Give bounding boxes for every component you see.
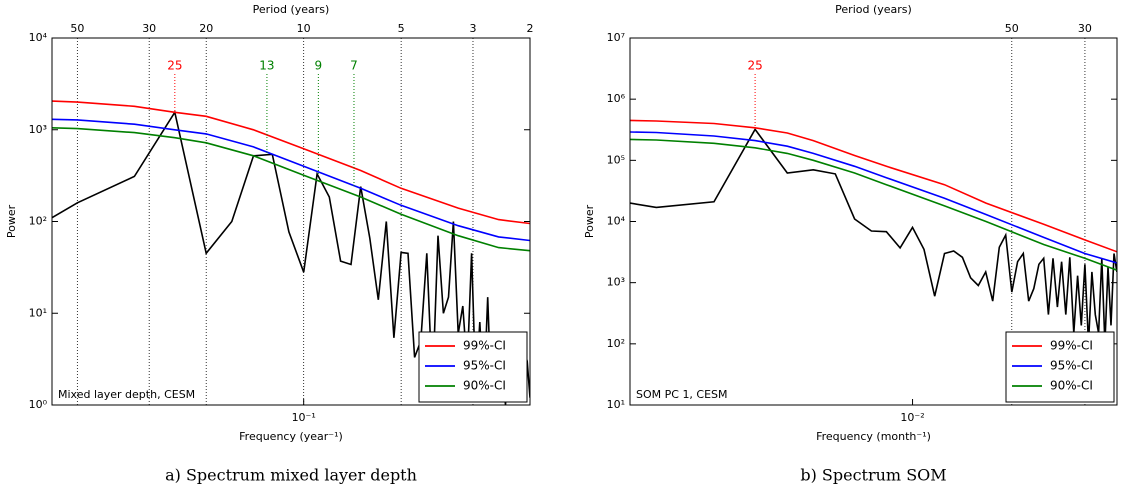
y-tick-label: 10⁰ — [29, 398, 48, 411]
legend-box — [418, 331, 528, 403]
note: Mixed layer depth, CESM — [58, 388, 195, 401]
axes-frame — [629, 37, 1118, 406]
series-line — [52, 100, 530, 225]
plot-area — [630, 119, 1117, 344]
peak-label: 25 — [167, 59, 182, 73]
y-tick-label: 10⁶ — [607, 92, 626, 105]
top-tick-label: 2 — [527, 22, 534, 35]
series-line — [630, 131, 1117, 264]
note: SOM PC 1, CESM — [636, 388, 728, 401]
y-tick-label: 10¹ — [607, 398, 625, 411]
y-axis-label: Power — [5, 204, 18, 238]
legend-label: 90%-CI — [463, 379, 506, 393]
y-axis-label: Power — [583, 204, 596, 238]
y-tick-label: 10⁴ — [607, 215, 626, 228]
top-axis-label: Period (years) — [835, 3, 912, 16]
series-line — [630, 127, 1117, 344]
top-axis-label: Period (years) — [253, 3, 330, 16]
y-tick-label: 10² — [29, 215, 47, 228]
top-tick-label: 5 — [398, 22, 405, 35]
series-line — [52, 118, 530, 242]
chart: 10⁰ 10¹ 10² 10³ 10⁴ 10⁻¹ 50 30 20 10 5 3 2 Period (ye… — [5, 3, 534, 485]
y-tick-label: 10³ — [607, 276, 625, 289]
y-tick-label: 10³ — [29, 123, 47, 136]
y-tick-label: 10¹ — [29, 306, 47, 319]
x-axis-label: Frequency (year⁻¹) — [239, 430, 343, 443]
chart: 10¹10²10³10⁴10⁵10⁶10⁷10⁻²50302010532Peri… — [583, 3, 1118, 485]
peak-label: 7 — [350, 59, 358, 73]
legend-label: 95%-CI — [1050, 359, 1093, 373]
legend-box — [1005, 331, 1115, 403]
top-tick-label: 30 — [142, 22, 156, 35]
y-tick-label: 10² — [607, 337, 625, 350]
top-tick-label: 3 — [469, 22, 476, 35]
peak-label: 25 — [747, 59, 762, 73]
y-tick-label: 10⁴ — [29, 31, 48, 44]
top-tick-label: 50 — [70, 22, 84, 35]
x-tick-label: 10⁻² — [900, 411, 924, 424]
axes-frame — [51, 37, 531, 406]
peak-label: 13 — [259, 59, 274, 73]
caption: a) Spectrum mixed layer depth — [165, 466, 417, 485]
legend-label: 95%-CI — [463, 359, 506, 373]
top-tick-label: 30 — [1078, 22, 1092, 35]
series-line — [630, 119, 1117, 253]
caption: b) Spectrum SOM — [800, 466, 946, 485]
legend-label: 90%-CI — [1050, 379, 1093, 393]
top-tick-label: 20 — [199, 22, 213, 35]
legend-label: 99%-CI — [463, 339, 506, 353]
legend-label: 99%-CI — [1050, 339, 1093, 353]
peak-label: 9 — [315, 59, 323, 73]
y-tick-label: 10⁵ — [607, 153, 625, 166]
top-tick-label: 10 — [297, 22, 311, 35]
series-line — [630, 138, 1117, 271]
top-tick-label: 50 — [1005, 22, 1019, 35]
x-axis-label: Frequency (month⁻¹) — [816, 430, 931, 443]
x-tick-label: 10⁻¹ — [292, 411, 316, 424]
y-tick-label: 10⁷ — [607, 31, 625, 44]
series-line — [52, 127, 530, 252]
